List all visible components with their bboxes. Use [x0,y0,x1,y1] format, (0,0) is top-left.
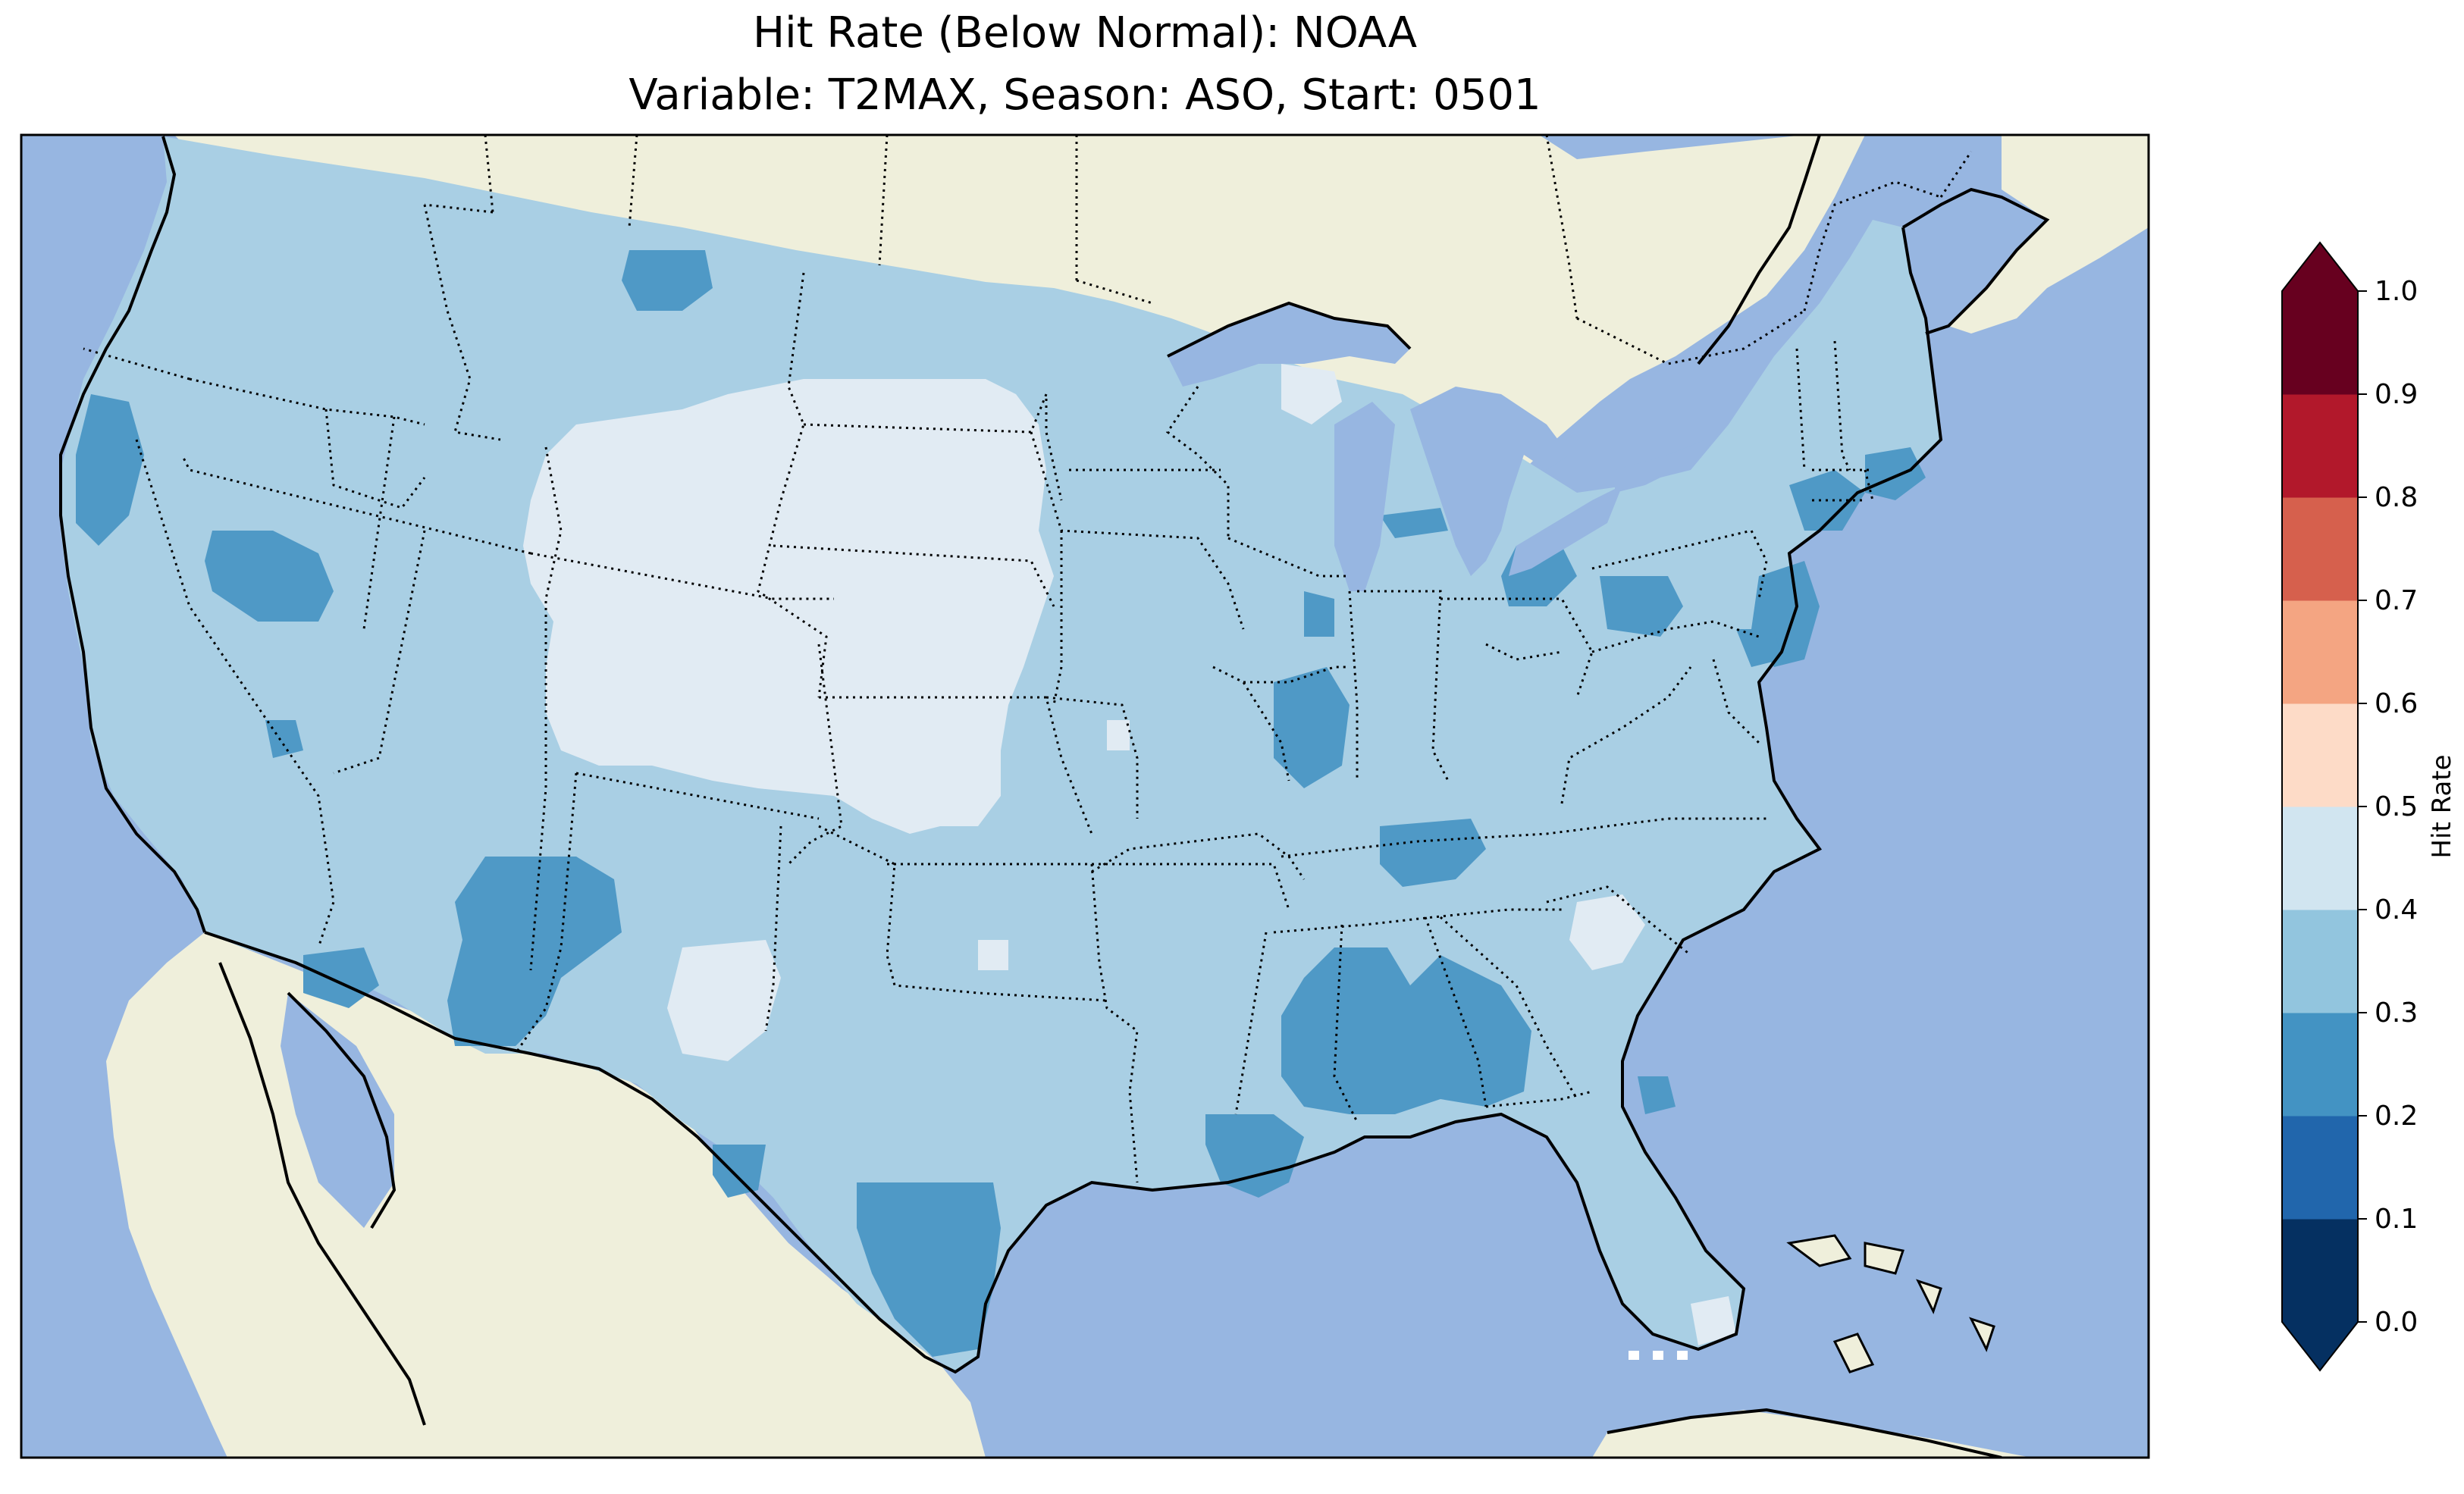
gulf-of-california [281,993,394,1228]
coastlines [59,135,2050,1458]
chart-title-line1: Hit Rate (Below Normal): NOAA [752,8,1418,58]
colorbar-tick-label: 1.0 [2375,276,2418,307]
florida-keys [1629,1351,1688,1360]
colorbar-tick-label: 0.5 [2375,791,2418,822]
great-lakes [1168,303,1706,591]
caribbean-islands [1786,1234,1995,1373]
colorbar-tick-label: 0.6 [2375,688,2418,719]
colorbar-segment [2282,291,2358,395]
colorbar-segment [2282,807,2358,910]
chart-title-line2: Variable: T2MAX, Season: ASO, Start: 050… [629,70,1541,120]
land-cuba [1592,1410,2032,1458]
colorbar-tick-label: 0.8 [2375,482,2418,513]
colorbar-segment [2282,910,2358,1013]
colorbar-segment [2282,1219,2358,1323]
colorbar-segment [2282,1013,2358,1117]
colorbar-tick-label: 0.4 [2375,894,2418,926]
colorbar-tick-label: 0.1 [2375,1204,2418,1235]
colorbar-extend-max [2282,243,2358,291]
colorbar-extend-min [2282,1322,2358,1370]
range-0.4-0.5-patches [523,364,1736,1345]
colorbar-segment [2282,1116,2358,1220]
colorbar: 0.0 0.1 0.2 0.3 0.4 0.5 0.6 0.7 0.8 0.9 1.0 Hit Rat… [2281,241,2457,1372]
colorbar-tick-label: 0.9 [2375,379,2418,410]
colorbar-segment [2282,703,2358,807]
colorbar-segment [2282,497,2358,601]
colorbar-tick-label: 0.2 [2375,1101,2418,1132]
colorbar-tick-label: 0.3 [2375,998,2418,1029]
map-frame [20,133,2150,1459]
state-borders [83,204,1874,1183]
land-maritime [1948,135,2149,334]
map-area [21,135,2149,1458]
colorbar-tick-label: 0.7 [2375,585,2418,616]
colorbar-segment [2282,394,2358,498]
colorbar-tick-label: 0.0 [2375,1307,2418,1338]
range-0.2-0.3-patches [76,250,1926,1357]
country-borders [424,135,1973,365]
colorbar-segment [2282,600,2358,704]
colorbar-label: Hit Rate [2427,754,2457,858]
